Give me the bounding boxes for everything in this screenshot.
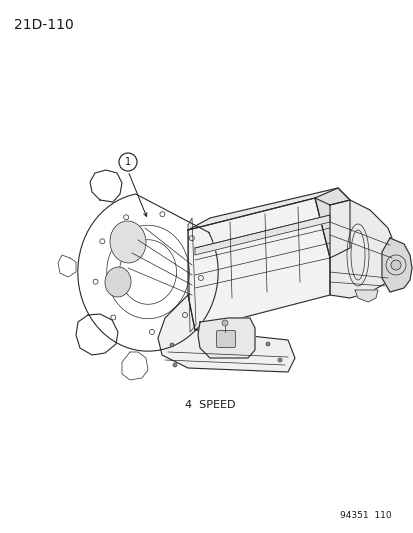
Circle shape [170, 343, 173, 347]
Text: 94351  110: 94351 110 [339, 511, 391, 520]
Polygon shape [354, 290, 377, 302]
Text: 1: 1 [125, 157, 131, 167]
Circle shape [221, 320, 228, 326]
Polygon shape [58, 255, 76, 277]
Text: 21D-110: 21D-110 [14, 18, 74, 32]
Circle shape [390, 260, 400, 270]
Polygon shape [329, 200, 395, 298]
Text: 4  SPEED: 4 SPEED [184, 400, 235, 410]
Circle shape [173, 363, 177, 367]
Ellipse shape [110, 221, 146, 263]
Polygon shape [188, 198, 329, 330]
FancyBboxPatch shape [216, 330, 235, 348]
Polygon shape [188, 188, 349, 230]
Circle shape [266, 342, 269, 346]
Polygon shape [76, 314, 118, 355]
Polygon shape [188, 218, 195, 332]
Ellipse shape [105, 267, 131, 297]
Circle shape [218, 340, 221, 344]
Polygon shape [197, 318, 254, 358]
Polygon shape [90, 170, 122, 202]
Polygon shape [314, 188, 349, 258]
Polygon shape [122, 352, 147, 380]
Polygon shape [158, 295, 294, 372]
Circle shape [277, 358, 281, 362]
Polygon shape [195, 215, 329, 255]
Polygon shape [78, 194, 218, 351]
Polygon shape [381, 238, 411, 292]
